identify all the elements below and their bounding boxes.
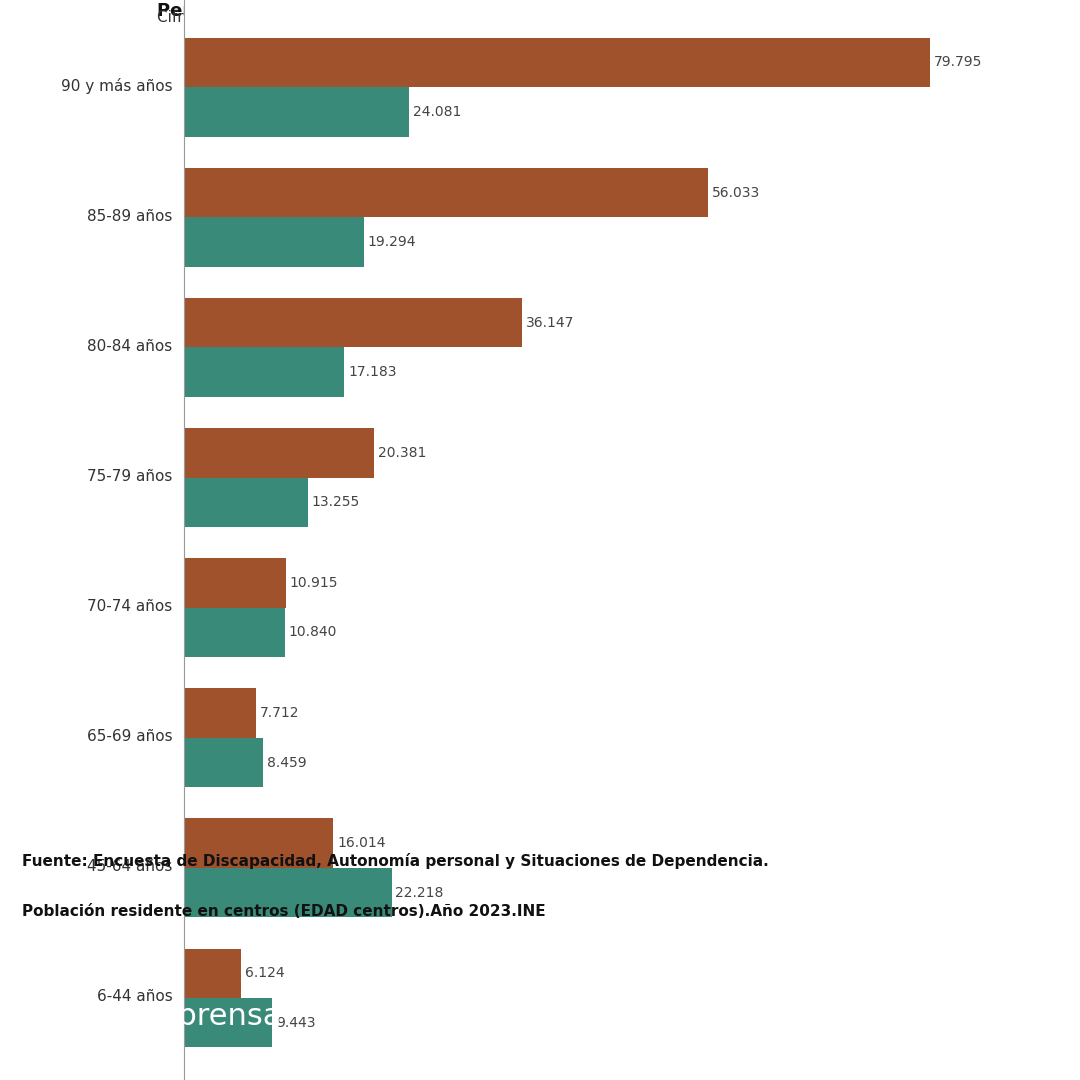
Text: 10.840: 10.840 [288,625,337,639]
Text: 8.459: 8.459 [267,756,306,770]
Text: Personas con discapacidad residentes en centros por edad y sexo. Año 2023: Personas con discapacidad residentes en … [157,2,931,21]
Text: 79.795: 79.795 [934,55,983,69]
Text: Fuente: Encuesta de Discapacidad, Autonomía personal y Situaciones de Dependenci: Fuente: Encuesta de Discapacidad, Autono… [22,853,768,868]
Text: Notas de prensa: Notas de prensa [32,1002,282,1030]
Bar [184,738,262,787]
Bar [184,38,931,87]
Bar [184,558,286,608]
Text: Población residente en centros (EDAD centros).Año 2023.INE: Población residente en centros (EDAD cen… [22,904,545,919]
Bar [184,428,375,477]
Bar [184,348,345,396]
Text: 16.014: 16.014 [337,836,386,850]
Bar [184,87,409,137]
Bar [184,868,392,917]
Text: 19.294: 19.294 [368,235,417,249]
Text: 24.081: 24.081 [413,105,461,119]
Bar [184,688,256,738]
Text: IN: IN [923,986,1004,1042]
Bar [184,477,308,527]
Text: 10.915: 10.915 [289,576,338,590]
Text: 20.381: 20.381 [378,446,427,460]
Text: 36.147: 36.147 [526,315,575,329]
Bar [184,298,522,348]
Text: 7.712: 7.712 [259,706,299,720]
Text: 9.443: 9.443 [275,1016,315,1029]
Bar [184,167,708,217]
Bar [184,998,272,1048]
Text: Cifras absolutas: Cifras absolutas [157,10,280,25]
Text: 56.033: 56.033 [712,186,760,200]
Text: 17.183: 17.183 [348,365,396,379]
Bar [184,948,241,998]
Bar [184,819,334,868]
Bar [184,608,285,657]
Text: e: e [1010,986,1047,1042]
Text: 22.218: 22.218 [395,886,444,900]
Text: 6.124: 6.124 [245,967,284,981]
Text: 13.255: 13.255 [311,496,360,510]
Bar [184,217,364,267]
